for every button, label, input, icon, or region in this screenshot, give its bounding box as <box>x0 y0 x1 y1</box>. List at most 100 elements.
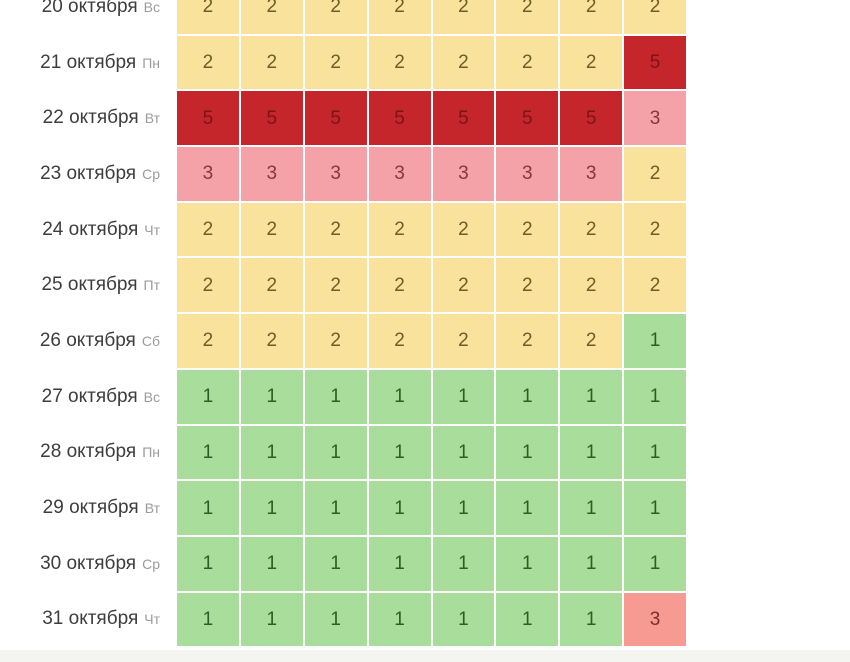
k-index-cell: 2 <box>304 35 367 90</box>
k-index-cell: 1 <box>496 536 559 591</box>
k-index-cell: 1 <box>177 425 239 480</box>
forecast-table: 20 октября Вс 2 2 2 2 2 2 2 2 21 октября Пн 2 2 2 2 2 2 2 5… <box>0 0 686 647</box>
table-row: 29 октября Вт 1 1 1 1 1 1 1 1 <box>0 481 686 535</box>
k-index-cell: 3 <box>496 147 559 201</box>
row-label: 30 октября Ср <box>0 537 160 591</box>
k-index-cell: 2 <box>432 35 495 90</box>
table-row: 27 октября Вс 1 1 1 1 1 1 1 1 <box>0 369 686 424</box>
k-index-cell: 1 <box>368 425 431 480</box>
k-index-cell: 1 <box>432 369 495 424</box>
weekday-label: Вт <box>144 500 160 517</box>
k-index-cell: 2 <box>368 35 431 90</box>
k-index-cell: 1 <box>624 369 686 424</box>
k-index-cell: 2 <box>560 258 623 313</box>
k-index-cell: 5 <box>177 91 239 146</box>
table-row: 24 октября Чт 2 2 2 2 2 2 2 2 <box>0 202 686 257</box>
weekday-label: Вс <box>143 388 160 405</box>
k-index-cell: 1 <box>560 592 623 647</box>
k-index-cell: 1 <box>496 425 559 480</box>
k-index-cell: 2 <box>240 314 303 368</box>
k-index-cell: 2 <box>177 258 239 313</box>
k-index-cell: 5 <box>560 91 623 146</box>
k-index-cell: 5 <box>432 91 495 146</box>
k-index-cell: 1 <box>177 592 239 647</box>
table-row: 25 октября Пт 2 2 2 2 2 2 2 2 <box>0 258 686 313</box>
row-label: 28 октября Пн <box>0 426 160 480</box>
k-index-cell: 1 <box>304 481 367 535</box>
date-label: 26 октября <box>39 329 136 351</box>
k-index-cell: 3 <box>624 592 686 647</box>
table-row: 28 октября Пн 1 1 1 1 1 1 1 1 <box>0 425 686 480</box>
k-index-cell: 1 <box>560 536 623 591</box>
k-index-cell: 1 <box>496 369 559 424</box>
k-index-cell: 3 <box>624 91 686 146</box>
date-label: 27 октября <box>41 385 138 407</box>
k-index-cell: 2 <box>560 202 623 257</box>
k-index-cell: 2 <box>304 0 367 34</box>
k-index-cell: 1 <box>368 592 431 647</box>
k-index-cell: 2 <box>496 35 559 90</box>
k-index-cell: 3 <box>368 147 431 201</box>
date-label: 22 октября <box>42 107 139 129</box>
row-label: 23 октября Ср <box>0 147 160 201</box>
weekday-label: Сб <box>141 332 160 349</box>
k-index-cell: 2 <box>432 0 495 34</box>
k-index-cell: 1 <box>177 536 239 591</box>
k-index-cell: 1 <box>624 425 686 480</box>
k-index-cell: 1 <box>240 592 303 647</box>
weekday-label: Ср <box>142 165 160 182</box>
k-index-cell: 3 <box>177 147 239 201</box>
k-index-cell: 1 <box>240 481 303 535</box>
page-background-strip <box>0 650 850 662</box>
k-index-cell: 1 <box>432 481 495 535</box>
k-index-cell: 2 <box>560 35 623 90</box>
k-index-cell: 1 <box>432 536 495 591</box>
k-index-cell: 2 <box>624 258 686 313</box>
k-index-cell: 2 <box>432 258 495 313</box>
weekday-label: Вс <box>143 0 160 15</box>
k-index-cell: 1 <box>432 592 495 647</box>
k-index-cell: 2 <box>177 202 239 257</box>
date-label: 28 октября <box>40 441 137 463</box>
k-index-cell: 1 <box>240 369 303 424</box>
row-label: 22 октября Вт <box>0 91 160 145</box>
k-index-cell: 1 <box>496 592 559 647</box>
row-label: 29 октября Вт <box>0 481 160 535</box>
k-index-cell: 1 <box>560 369 623 424</box>
k-index-cell: 2 <box>240 258 303 313</box>
k-index-cell: 1 <box>177 481 239 535</box>
table-row: 31 октября Чт 1 1 1 1 1 1 1 3 <box>0 592 686 647</box>
k-index-cell: 1 <box>304 425 367 480</box>
weekday-label: Ср <box>142 555 160 572</box>
k-index-cell: 5 <box>368 91 431 146</box>
weekday-label: Чт <box>144 221 160 238</box>
k-index-cell: 2 <box>496 314 559 368</box>
k-index-cell: 1 <box>624 314 686 368</box>
k-index-cell: 2 <box>304 314 367 368</box>
row-label: 20 октября Вс <box>0 0 160 34</box>
k-index-cell: 2 <box>177 35 239 90</box>
k-index-cell: 1 <box>240 425 303 480</box>
k-index-cell: 5 <box>624 35 686 90</box>
k-index-cell: 2 <box>304 202 367 257</box>
k-index-cell: 3 <box>560 147 623 201</box>
weekday-label: Чт <box>144 611 160 628</box>
k-index-cell: 2 <box>624 202 686 257</box>
k-index-cell: 5 <box>304 91 367 146</box>
k-index-cell: 1 <box>304 536 367 591</box>
k-index-cell: 2 <box>304 258 367 313</box>
k-index-cell: 2 <box>240 202 303 257</box>
k-index-cell: 1 <box>624 481 686 535</box>
k-index-cell: 2 <box>496 202 559 257</box>
table-row: 26 октября Сб 2 2 2 2 2 2 2 1 <box>0 314 686 368</box>
k-index-cell: 1 <box>304 369 367 424</box>
